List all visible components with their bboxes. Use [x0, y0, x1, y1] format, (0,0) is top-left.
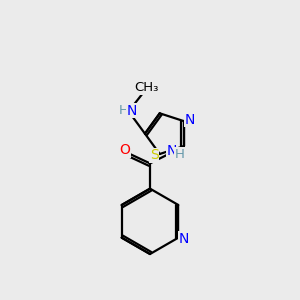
Text: O: O — [119, 143, 130, 157]
Text: S: S — [150, 148, 159, 163]
Text: N: N — [126, 104, 137, 118]
Text: N: N — [178, 232, 189, 246]
Text: CH₃: CH₃ — [134, 81, 159, 94]
Text: H: H — [175, 148, 185, 161]
Text: H: H — [118, 104, 128, 117]
Text: N: N — [167, 145, 178, 158]
Text: N: N — [184, 112, 195, 127]
